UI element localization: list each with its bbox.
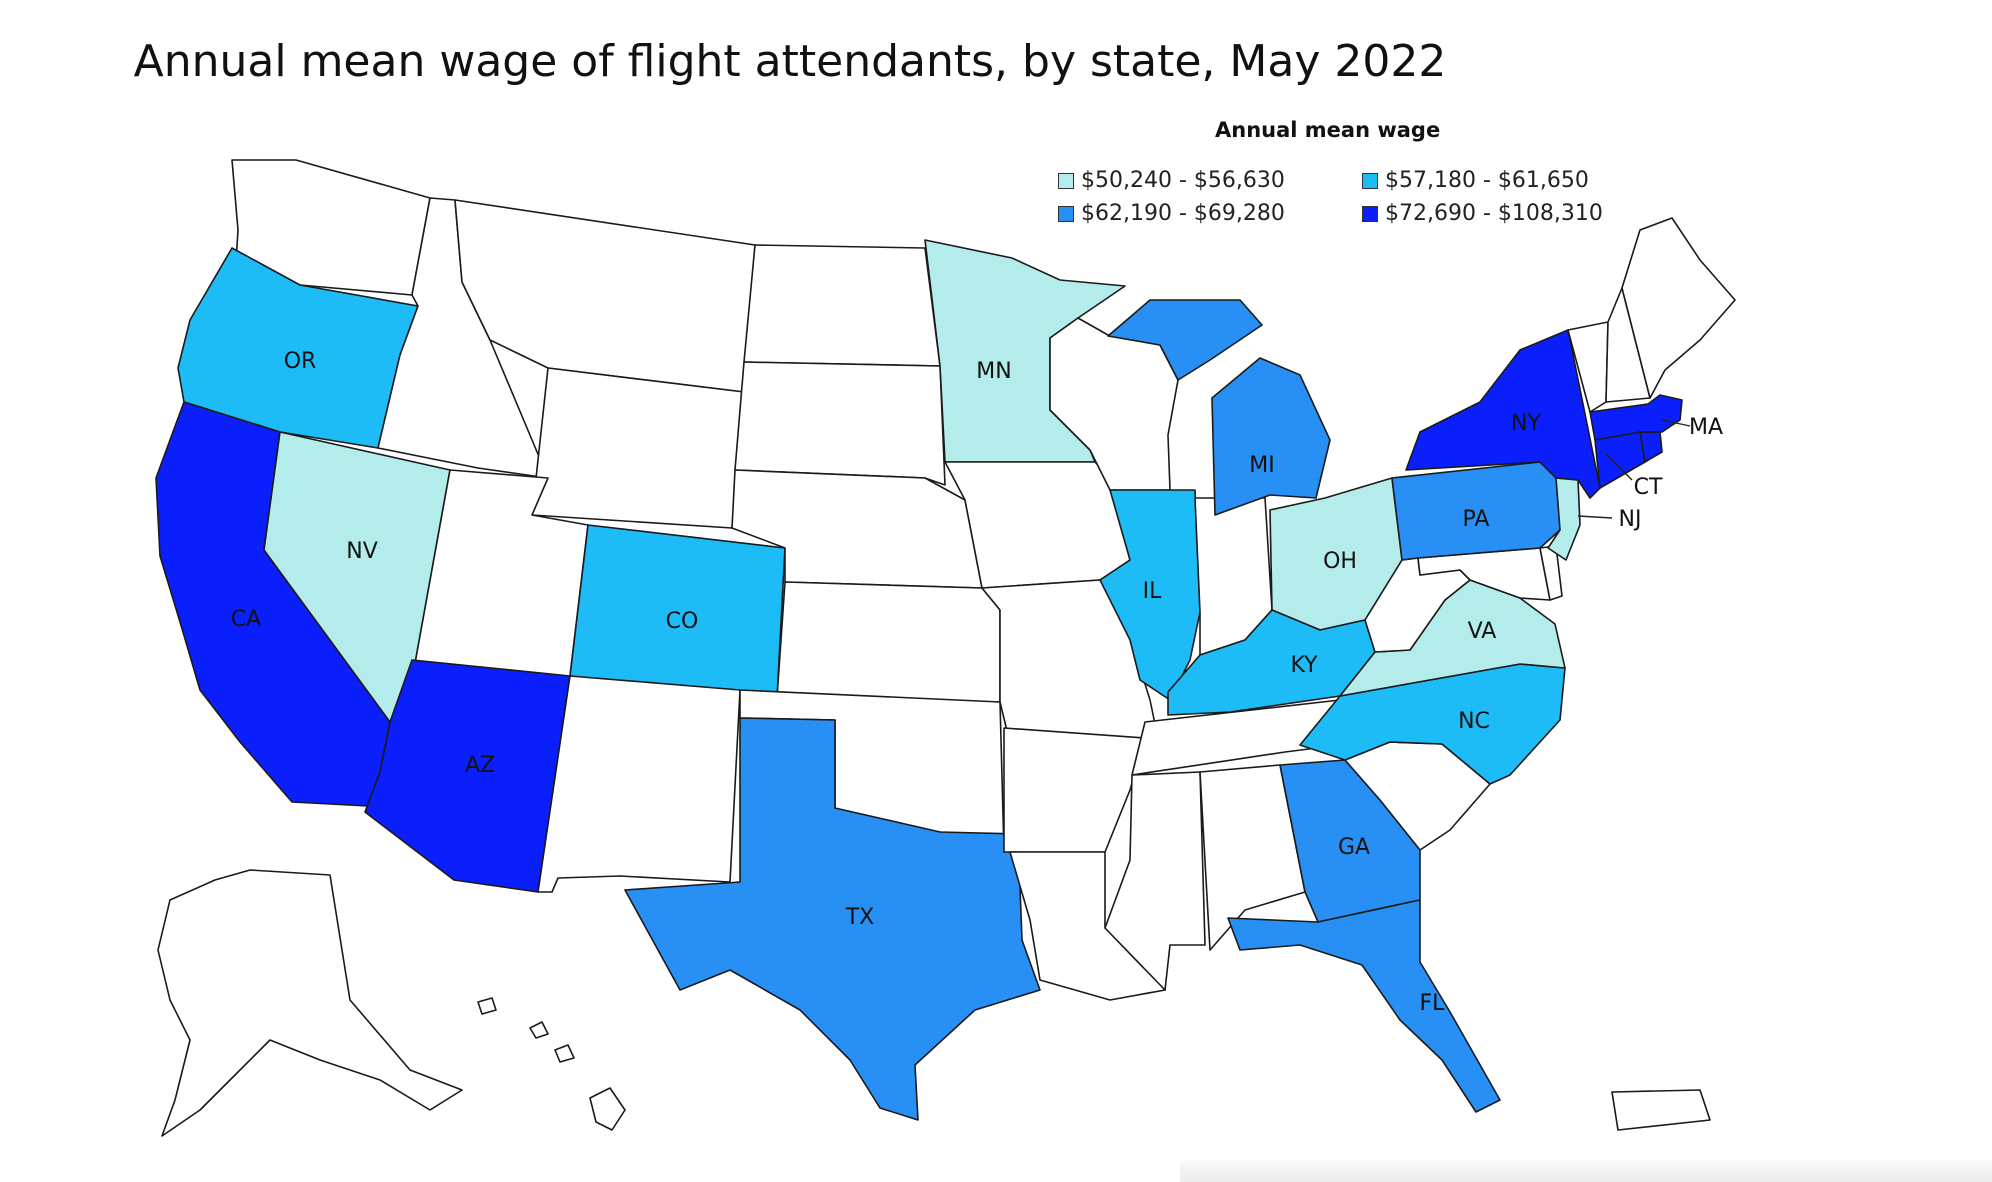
legend-label-4: $72,690 - $108,310	[1385, 201, 1603, 226]
state-label-fl: FL	[1420, 991, 1446, 1016]
state-wi[interactable]	[1049, 317, 1179, 491]
state-wy[interactable]	[531, 367, 745, 529]
state-label-il: IL	[1143, 579, 1162, 604]
legend-label-2: $57,180 - $61,650	[1385, 168, 1589, 193]
state-label-va: VA	[1468, 619, 1497, 644]
legend-label-3: $62,190 - $69,280	[1081, 201, 1285, 226]
legend-item-3: $62,190 - $69,280	[1058, 201, 1362, 226]
state-label-ct: CT	[1634, 475, 1663, 500]
leader-line-nj	[1577, 515, 1613, 519]
state-label-ga: GA	[1338, 835, 1370, 860]
state-label-pa: PA	[1463, 507, 1490, 532]
leader-line-ma	[1661, 419, 1691, 427]
state-fl[interactable]	[1227, 899, 1501, 1113]
state-tx[interactable]	[624, 717, 1041, 1121]
state-ak[interactable]	[157, 869, 463, 1137]
state-label-ny: NY	[1511, 411, 1541, 436]
legend-item-1: $50,240 - $56,630	[1058, 168, 1362, 193]
state-label-oh: OH	[1323, 549, 1357, 574]
state-me[interactable]	[1621, 217, 1736, 399]
scrollbar-track[interactable]	[1180, 1160, 1992, 1182]
state-al[interactable]	[1199, 764, 1306, 951]
legend-label-1: $50,240 - $56,630	[1081, 168, 1285, 193]
state-sd[interactable]	[734, 361, 946, 486]
state-hi[interactable]	[477, 997, 626, 1131]
legend-swatch-1	[1058, 172, 1074, 189]
state-label-mi: MI	[1249, 453, 1274, 478]
state-ma[interactable]	[1589, 394, 1683, 441]
state-label-tx: TX	[845, 905, 875, 930]
legend: $50,240 - $56,630 $57,180 - $61,650 $62,…	[1058, 168, 1652, 226]
state-label-ky: KY	[1290, 653, 1318, 678]
state-pr[interactable]	[1611, 1089, 1711, 1131]
state-nm[interactable]	[537, 675, 741, 893]
state-label-co: CO	[666, 609, 699, 634]
state-label-mn: MN	[976, 359, 1011, 384]
state-label-az: AZ	[465, 753, 495, 778]
state-label-ma: MA	[1689, 415, 1723, 440]
state-mi[interactable]	[1107, 299, 1331, 516]
legend-swatch-3	[1058, 205, 1074, 222]
state-label-or: OR	[284, 349, 317, 374]
state-label-nj: NJ	[1619, 507, 1642, 532]
state-label-nv: NV	[346, 539, 378, 564]
state-label-ca: CA	[231, 607, 261, 632]
legend-swatch-2	[1362, 172, 1378, 189]
state-label-nc: NC	[1458, 709, 1490, 734]
map-title: Annual mean wage of flight attendants, b…	[133, 36, 1447, 87]
legend-item-4: $72,690 - $108,310	[1362, 201, 1652, 226]
legend-swatch-4	[1362, 205, 1378, 222]
state-nd[interactable]	[743, 244, 941, 367]
leader-line-ct	[1605, 453, 1633, 481]
state-or[interactable]	[177, 247, 419, 449]
state-ks[interactable]	[776, 581, 1001, 703]
state-ar[interactable]	[1003, 727, 1146, 853]
legend-title: Annual mean wage	[1215, 118, 1441, 142]
legend-item-2: $57,180 - $61,650	[1362, 168, 1652, 193]
